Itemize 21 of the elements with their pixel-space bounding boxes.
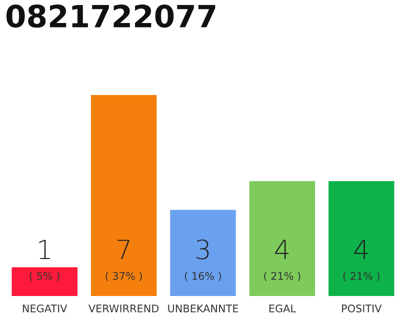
bar	[170, 210, 236, 296]
bar	[90, 95, 157, 296]
bar	[328, 181, 394, 296]
data-label: 3	[196, 239, 209, 260]
annotation: ( 5% )	[30, 272, 60, 282]
annotation: ( 21% )	[264, 272, 300, 282]
data-label: 4	[275, 240, 288, 260]
chart-title: 0821722077	[6, 4, 216, 28]
annotation: ( 37% )	[106, 272, 142, 282]
bar	[12, 267, 78, 296]
x-tick-label: POSITIV	[342, 304, 382, 312]
bar	[249, 181, 316, 296]
data-label: 4	[354, 240, 368, 260]
x-tick-label: EGAL	[269, 304, 296, 312]
x-tick-label: UNBEKANNTE	[168, 304, 238, 312]
data-label: 7	[118, 240, 130, 260]
annotation: ( 16% )	[184, 272, 222, 282]
data-label: 1	[39, 240, 50, 260]
x-tick-label: NEGATIV	[22, 304, 68, 312]
x-tick-label: VERWIRREND	[88, 304, 159, 312]
annotation: ( 21% )	[343, 272, 380, 282]
